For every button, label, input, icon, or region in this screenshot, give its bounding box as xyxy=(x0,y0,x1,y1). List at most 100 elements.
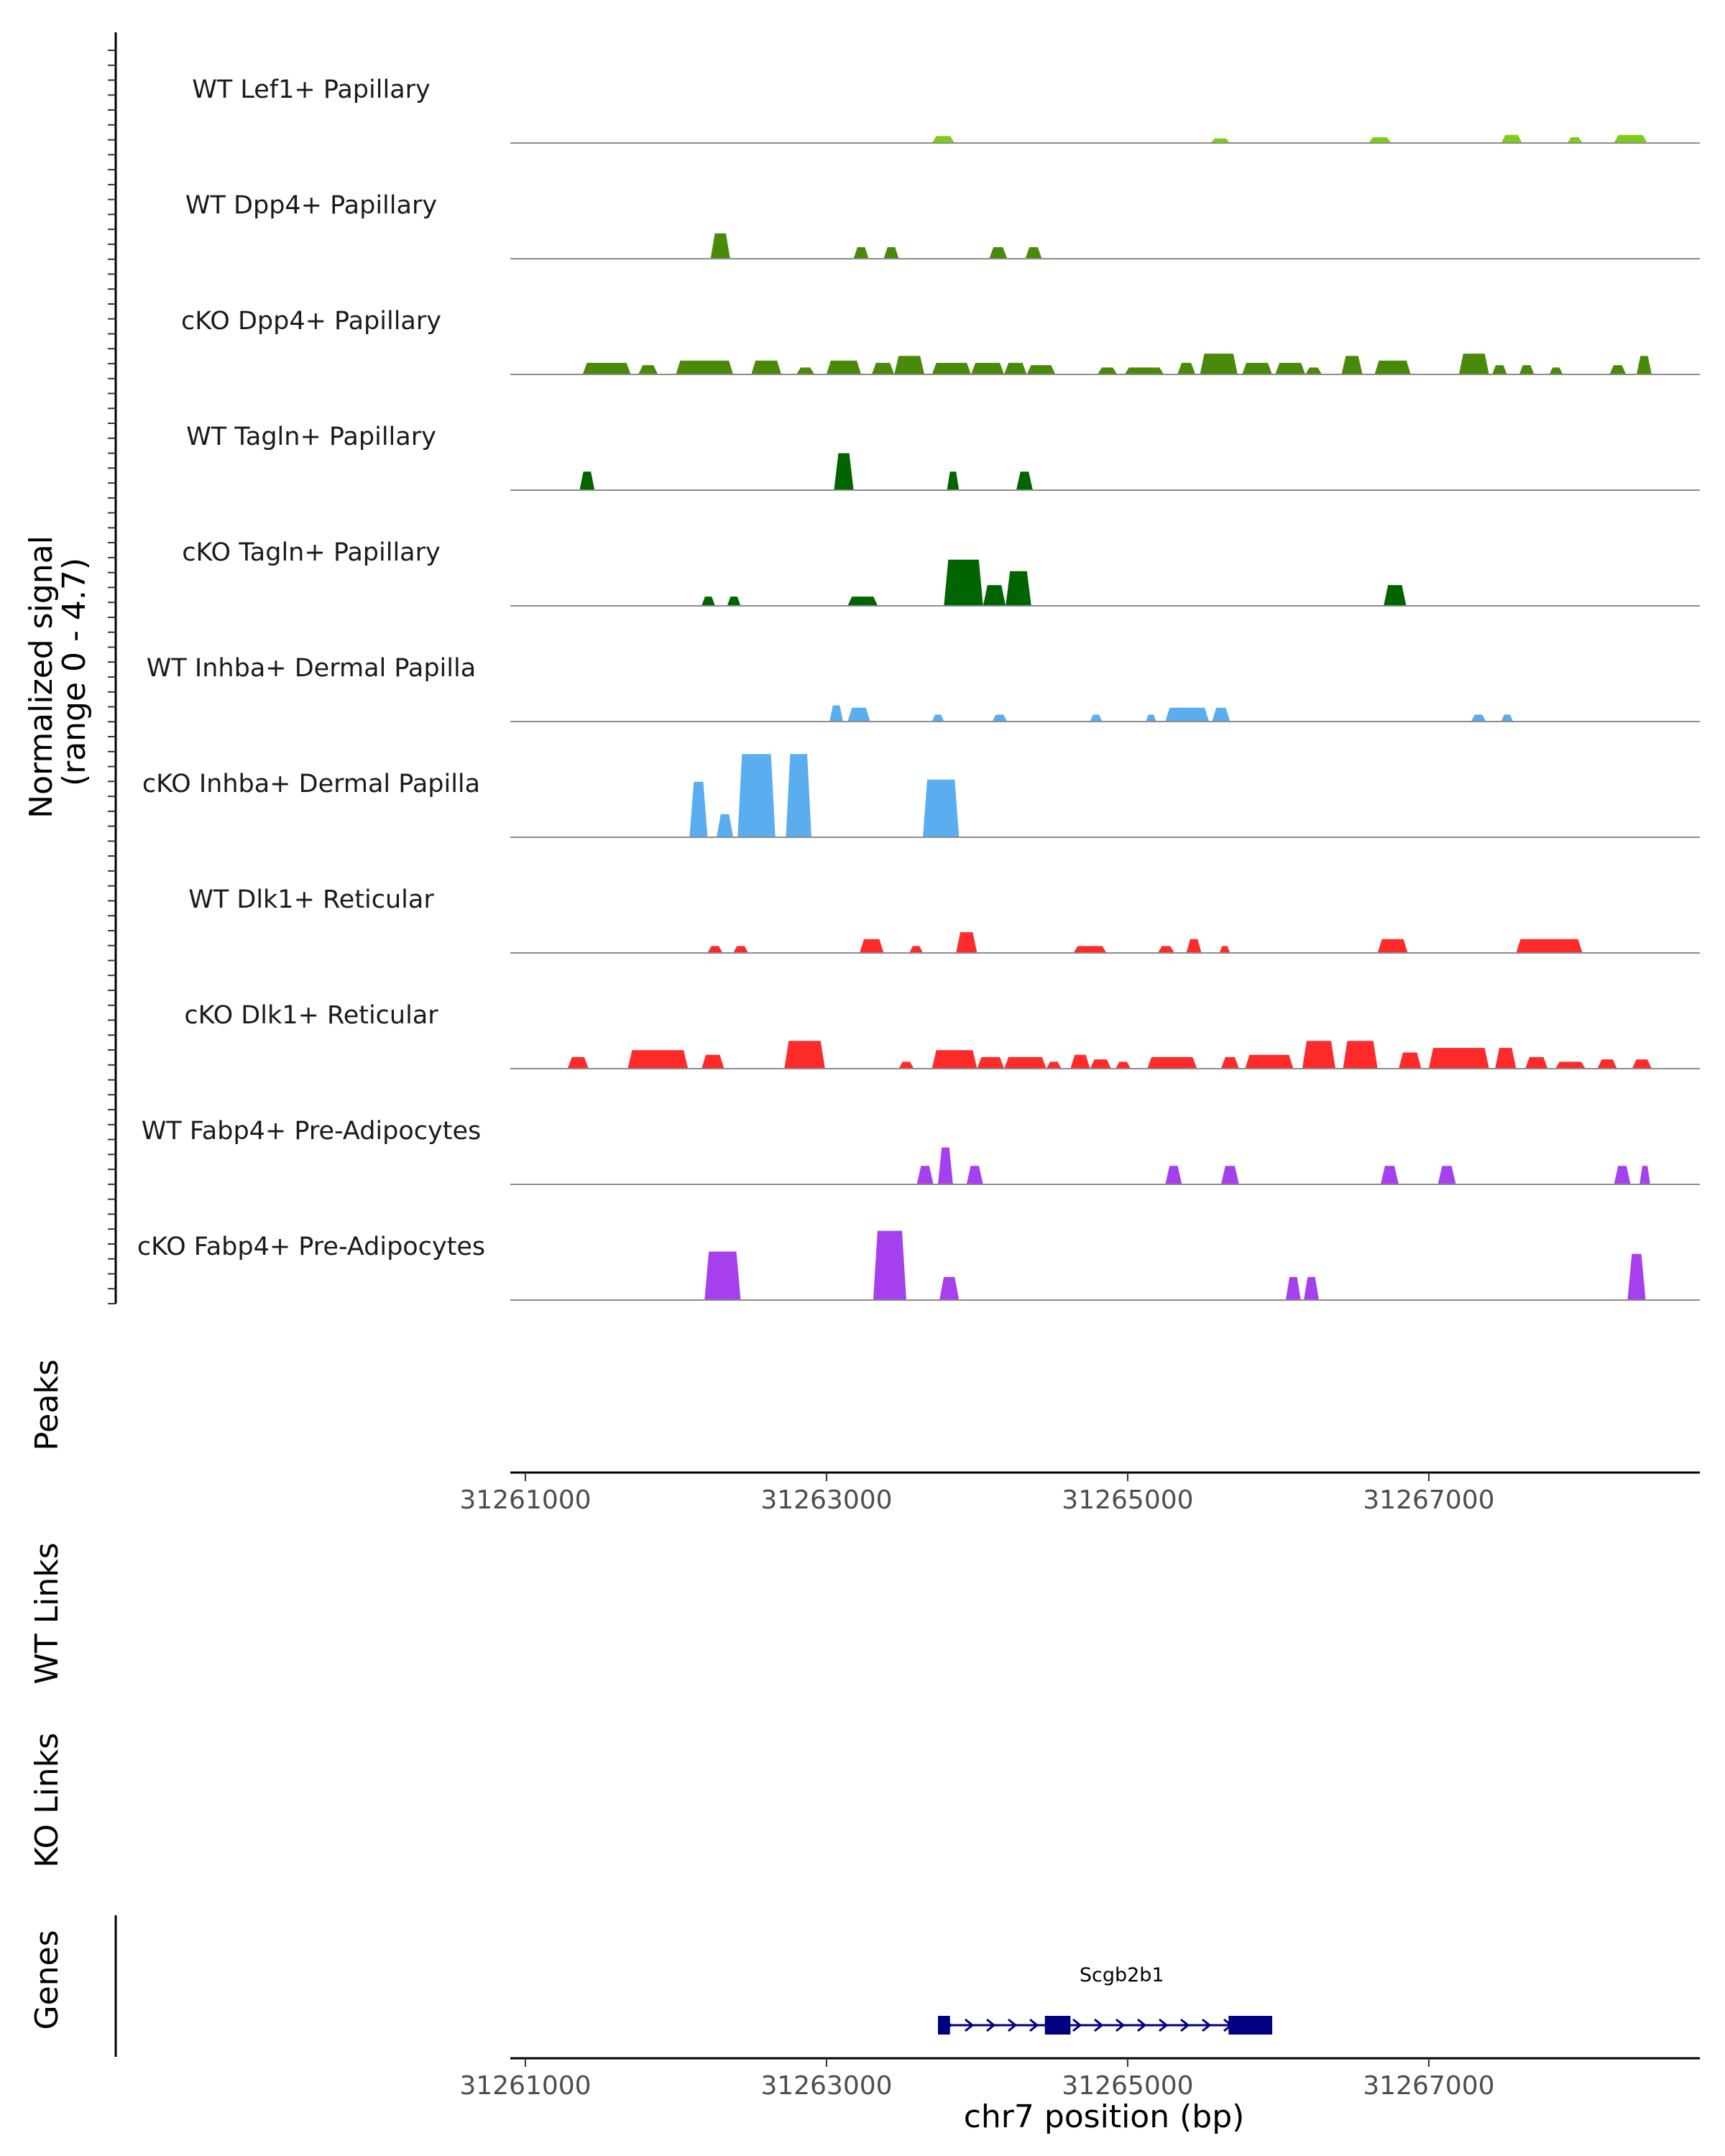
signal-peak xyxy=(1438,1166,1456,1184)
x-tick-label: 31261000 xyxy=(459,2071,591,2101)
signal-peak xyxy=(1124,367,1164,374)
signal-peak xyxy=(727,596,741,606)
track-label: WT Lef1+ Papillary xyxy=(192,75,431,104)
signal-peak xyxy=(1165,707,1210,722)
signal-peak xyxy=(1341,356,1363,374)
signal-peak xyxy=(1380,1166,1399,1184)
signal-peak xyxy=(1177,362,1196,374)
signal-peak xyxy=(898,1061,914,1069)
track-label: cKO Dpp4+ Papillary xyxy=(181,307,441,336)
signal-peak xyxy=(1525,1056,1548,1069)
signal-peak xyxy=(923,779,960,837)
signal-peak xyxy=(826,360,862,374)
signal-peak xyxy=(710,233,730,259)
strand-arrow xyxy=(1008,2018,1018,2032)
track-2: WT Dpp4+ Papillary xyxy=(185,191,1700,259)
gene-exon xyxy=(937,2016,950,2035)
signal-peak xyxy=(860,939,884,953)
strand-arrow xyxy=(986,2018,996,2032)
signal-peak xyxy=(932,1050,978,1069)
signal-peak xyxy=(1368,137,1392,143)
signal-peak xyxy=(1377,939,1408,953)
strand-arrow xyxy=(1072,2018,1082,2032)
signal-peak xyxy=(1458,354,1489,374)
signal-peak xyxy=(1046,1061,1062,1069)
signal-peak xyxy=(733,946,748,953)
track-1: WT Lef1+ Papillary xyxy=(192,75,1700,144)
signal-peak xyxy=(944,559,983,606)
signal-peak xyxy=(567,1056,589,1069)
signal-peak xyxy=(932,136,954,143)
signal-peak xyxy=(1632,1059,1652,1069)
strand-arrow xyxy=(1094,2018,1104,2032)
signal-peak xyxy=(796,367,815,374)
signal-peak xyxy=(1471,714,1486,722)
gene-exon xyxy=(1228,2016,1273,2035)
signal-peak xyxy=(1428,1048,1489,1069)
signal-peak xyxy=(932,362,972,374)
gene-annotation-track: Scgb2b1 xyxy=(937,1964,1273,2035)
signal-peak xyxy=(947,471,960,490)
signal-peak xyxy=(983,585,1006,606)
track-4: WT Tagln+ Papillary xyxy=(186,423,1700,491)
signal-peak xyxy=(751,360,782,374)
signal-peak xyxy=(1399,1052,1422,1069)
signal-peak xyxy=(894,356,925,374)
signal-peak xyxy=(1212,707,1230,722)
signal-peak xyxy=(1026,365,1056,374)
x-tick-label: 31263000 xyxy=(760,2071,892,2101)
signal-peak xyxy=(932,714,944,722)
signal-ylabel-line2: (range 0 - 4.7) xyxy=(56,558,93,786)
signal-tracks: WT Lef1+ Papillary WT Dpp4+ Papillary cKO … xyxy=(137,75,1700,1301)
signal-peak xyxy=(1146,714,1156,722)
signal-peak xyxy=(883,247,899,259)
track-label: WT Tagln+ Papillary xyxy=(186,423,436,451)
signal-peak xyxy=(737,754,776,837)
signal-ylabel: Normalized signal (range 0 - 4.7) xyxy=(23,525,93,819)
track-label: WT Inhba+ Dermal Papilla xyxy=(147,654,476,683)
signal-peak xyxy=(829,705,843,722)
strand-arrow xyxy=(1116,2018,1126,2032)
signal-peak xyxy=(1614,1166,1631,1184)
track-label: cKO Inhba+ Dermal Papilla xyxy=(142,770,480,798)
track-11: cKO Fabp4+ Pre-Adipocytes xyxy=(137,1230,1700,1301)
signal-peak xyxy=(1073,946,1107,953)
signal-peak xyxy=(1098,367,1118,374)
signal-peak xyxy=(1025,247,1042,259)
signal-peak xyxy=(1519,365,1535,374)
signal-peak xyxy=(938,1147,953,1184)
signal-peak xyxy=(966,1166,983,1184)
signal-peak xyxy=(579,471,595,490)
strand-arrow xyxy=(1180,2018,1190,2032)
track-6: WT Inhba+ Dermal Papilla xyxy=(147,654,1700,722)
signal-peak xyxy=(1304,1276,1319,1300)
signal-peak xyxy=(989,247,1008,259)
signal-peak xyxy=(1006,571,1031,606)
signal-peak xyxy=(627,1050,689,1069)
signal-peak xyxy=(689,781,708,837)
ko-links-panel-label: KO Links xyxy=(29,1733,65,1868)
signal-peak xyxy=(1501,134,1522,143)
signal-peak xyxy=(676,360,734,374)
signal-peak xyxy=(1597,1059,1617,1069)
signal-peak xyxy=(1245,1054,1294,1069)
track-label: WT Dlk1+ Reticular xyxy=(188,885,434,914)
signal-peak xyxy=(1627,1253,1646,1300)
signal-peak xyxy=(1220,1056,1239,1069)
signal-peak xyxy=(1242,362,1272,374)
signal-peak xyxy=(1639,1166,1650,1184)
signal-peak xyxy=(1343,1041,1378,1069)
signal-peak xyxy=(638,365,658,374)
signal-peak xyxy=(1219,946,1230,953)
signal-peak xyxy=(704,1251,741,1300)
signal-peak xyxy=(909,946,923,953)
signal-peak xyxy=(1090,1059,1111,1069)
signal-peak xyxy=(1220,1166,1239,1184)
signal-peak xyxy=(1275,362,1306,374)
track-10: WT Fabp4+ Pre-Adipocytes xyxy=(142,1117,1700,1185)
signal-peak xyxy=(707,946,723,953)
signal-peak xyxy=(1384,585,1407,606)
signal-peak xyxy=(1567,137,1583,143)
x-tick-label: 31261000 xyxy=(459,1485,591,1515)
